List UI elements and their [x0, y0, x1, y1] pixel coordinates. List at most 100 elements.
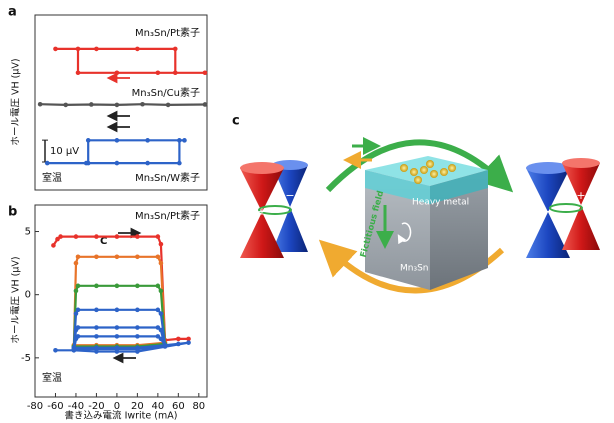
data-point — [51, 243, 56, 248]
x-tick-label: 20 — [131, 401, 144, 412]
series-line — [56, 49, 206, 73]
data-point — [76, 70, 81, 75]
data-point — [94, 308, 99, 313]
annotation: Mn₃Sn/Pt素子 — [135, 209, 200, 222]
data-point — [159, 242, 164, 247]
layer-label: Heavy metal — [412, 198, 469, 208]
x-tick-label: -20 — [88, 401, 104, 412]
data-point — [159, 289, 164, 294]
data-point — [182, 138, 187, 143]
data-point — [177, 161, 182, 166]
y-axis-label: ホール電圧 VH (μV) — [11, 256, 22, 343]
data-point — [135, 349, 140, 354]
y-tick-label: -5 — [21, 353, 31, 364]
data-point — [159, 311, 164, 316]
annotation: Mn₃Sn/W素子 — [135, 171, 200, 184]
data-point — [135, 234, 140, 239]
data-point — [173, 47, 178, 52]
note: 室温 — [42, 371, 62, 384]
data-point — [115, 349, 120, 354]
data-point — [74, 261, 79, 266]
data-point — [74, 234, 79, 239]
sign: − — [285, 189, 294, 202]
data-point — [159, 328, 164, 333]
data-point — [74, 289, 79, 294]
data-point — [53, 47, 58, 52]
data-point — [63, 103, 68, 108]
data-point — [94, 349, 99, 354]
figure: a b ホール電圧 VH (μV) ホール電圧 VH (μV) 書き込み電流 I… — [0, 0, 614, 423]
data-point — [156, 284, 161, 289]
sign: − — [543, 205, 552, 218]
data-point — [45, 161, 50, 166]
spin-cone — [562, 158, 600, 168]
data-point — [76, 284, 81, 289]
data-point — [115, 325, 120, 330]
data-point — [145, 161, 150, 166]
annotation: Mn₃Sn/Cu素子 — [132, 86, 200, 99]
x-tick-label: -60 — [47, 401, 63, 412]
panel-label: b — [8, 205, 17, 220]
data-point — [203, 102, 208, 107]
data-point — [115, 284, 120, 289]
data-point — [94, 254, 99, 259]
data-point — [156, 254, 161, 259]
data-point — [94, 334, 99, 339]
sign: + — [257, 205, 266, 218]
data-point — [176, 337, 181, 342]
data-point — [159, 261, 164, 266]
data-point — [173, 70, 178, 75]
data-point — [38, 102, 43, 107]
data-point — [86, 161, 91, 166]
data-point — [58, 234, 63, 239]
data-point — [89, 102, 94, 107]
y-tick-label: 0 — [25, 290, 31, 301]
data-point — [115, 234, 120, 239]
x-tick-label: -40 — [68, 401, 84, 412]
x-tick-label: -80 — [27, 401, 43, 412]
data-point — [156, 234, 161, 239]
data-point — [135, 47, 140, 52]
data-point — [135, 334, 140, 339]
data-point — [115, 334, 120, 339]
data-point — [115, 161, 120, 166]
panel-label: c — [232, 114, 240, 129]
y-axis-label: ホール電圧 VH (μV) — [11, 58, 22, 145]
data-point — [94, 47, 99, 52]
data-point — [135, 325, 140, 330]
data-point — [76, 47, 81, 52]
data-point — [135, 308, 140, 313]
data-point — [166, 103, 171, 108]
data-point — [86, 138, 91, 143]
data-point — [94, 325, 99, 330]
diagram: c + − − + Heavy met — [232, 114, 600, 291]
data-point — [94, 284, 99, 289]
data-point — [177, 138, 182, 143]
data-point — [115, 254, 120, 259]
data-point — [145, 138, 150, 143]
data-point — [140, 102, 145, 107]
series-line — [74, 257, 165, 345]
scale-bar-label: 10 μV — [50, 146, 79, 157]
data-point — [76, 254, 81, 259]
data-point — [115, 103, 120, 108]
y-tick-label: 5 — [25, 227, 31, 238]
data-point — [115, 308, 120, 313]
data-point — [203, 70, 208, 75]
data-point — [76, 325, 81, 330]
data-point — [156, 308, 161, 313]
spin-cone — [240, 162, 284, 174]
layer-label: Mn₃Sn — [400, 264, 429, 274]
data-point — [115, 138, 120, 143]
x-tick-label: 60 — [172, 401, 185, 412]
x-tick-label: 0 — [114, 401, 120, 412]
x-tick-label: 40 — [151, 401, 164, 412]
data-point — [176, 342, 181, 347]
data-point — [135, 284, 140, 289]
x-tick-label: 80 — [192, 401, 205, 412]
annotation: Mn₃Sn/Pt素子 — [135, 26, 200, 39]
sign: + — [576, 189, 585, 202]
data-point — [156, 70, 161, 75]
data-point — [163, 343, 168, 348]
data-point — [115, 70, 120, 75]
